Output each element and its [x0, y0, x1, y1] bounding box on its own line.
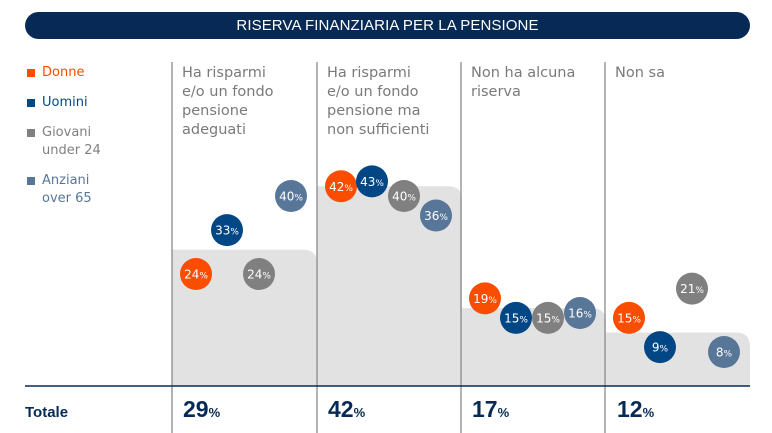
data-label-unit: % — [632, 315, 641, 325]
legend-label-anziani: Anziani over 65 — [42, 173, 92, 206]
legend-label-giovani: Giovani under 24 — [42, 125, 101, 158]
data-point — [211, 214, 243, 247]
total-unit: % — [208, 405, 221, 420]
data-label: 21% — [680, 282, 704, 296]
legend-swatch-anziani — [27, 177, 35, 185]
data-label-unit: % — [519, 315, 528, 325]
data-label-value: 43 — [360, 175, 375, 189]
chart-title: RISERVA FINANZIARIA PER LA PENSIONE — [25, 12, 750, 39]
total-unit: % — [642, 405, 655, 420]
data-label-value: 40 — [279, 190, 294, 204]
legend-item-uomini: Uomini — [27, 94, 157, 112]
data-label: 15% — [617, 311, 641, 325]
data-label-value: 40 — [392, 190, 407, 204]
data-label-value: 21 — [680, 282, 695, 296]
data-point — [356, 165, 388, 198]
data-label-unit: % — [230, 228, 239, 238]
data-label: 42% — [329, 180, 353, 194]
legend-item-giovani: Giovani under 24 — [27, 124, 157, 160]
data-label-unit: % — [439, 213, 448, 223]
data-point — [676, 272, 708, 305]
data-label: 43% — [360, 175, 384, 189]
data-label: 15% — [504, 311, 528, 325]
data-label-unit: % — [488, 296, 497, 306]
legend-swatch-giovani — [27, 129, 35, 137]
data-label-unit: % — [199, 272, 208, 282]
data-label-value: 15 — [617, 311, 632, 325]
data-label: 16% — [568, 307, 592, 321]
data-label-value: 24 — [247, 268, 262, 282]
data-label-value: 8 — [716, 346, 724, 360]
data-point — [388, 180, 420, 212]
category-label-nessuna-riserva: Non ha alcuna riserva — [471, 65, 576, 100]
data-label-unit: % — [407, 194, 416, 204]
data-label-value: 15 — [536, 311, 551, 325]
data-label-unit: % — [551, 315, 560, 325]
data-label-unit: % — [724, 350, 733, 360]
data-label: 8% — [716, 346, 733, 360]
total-unit: % — [353, 405, 366, 420]
legend: Donne Uomini Giovani under 24 Anziani ov… — [27, 64, 157, 220]
data-point — [243, 258, 275, 290]
data-label-value: 19 — [473, 292, 488, 306]
data-label: 24% — [184, 268, 208, 282]
data-label: 36% — [424, 209, 448, 223]
data-label-unit: % — [695, 286, 704, 296]
total-number: 12 — [617, 396, 643, 422]
totale-label: Totale — [25, 404, 69, 421]
data-label-unit: % — [375, 179, 384, 189]
data-point — [469, 282, 501, 315]
data-point — [325, 170, 357, 203]
data-point — [275, 180, 307, 212]
total-unit: % — [497, 405, 510, 420]
data-point — [420, 199, 452, 232]
legend-swatch-donne — [27, 69, 35, 77]
data-label-value: 16 — [568, 307, 583, 321]
data-label-value: 9 — [652, 341, 660, 355]
total-value-non-sa: 12% — [617, 396, 654, 423]
total-bar — [461, 308, 606, 386]
data-label-unit: % — [344, 184, 353, 194]
total-number: 29 — [183, 396, 209, 422]
legend-label-uomini: Uomini — [42, 95, 88, 110]
data-label: 15% — [536, 311, 560, 325]
total-number: 42 — [328, 396, 354, 422]
data-label-unit: % — [262, 272, 271, 282]
data-label-value: 15 — [504, 311, 519, 325]
total-bar — [317, 186, 462, 386]
data-label-unit: % — [294, 194, 303, 204]
legend-item-anziani: Anziani over 65 — [27, 172, 157, 208]
total-value-nessuna-riserva: 17% — [472, 396, 509, 423]
data-label: 33% — [215, 224, 239, 238]
data-point — [613, 301, 645, 334]
data-label-value: 42 — [329, 180, 344, 194]
data-point — [708, 336, 740, 368]
data-point — [644, 331, 676, 364]
category-label-non-sa: Non sa — [615, 65, 665, 81]
data-point — [500, 301, 532, 334]
data-point — [532, 301, 564, 334]
legend-label-donne: Donne — [42, 65, 85, 80]
data-label-value: 36 — [424, 209, 439, 223]
data-label-value: 33 — [215, 224, 230, 238]
data-label: 40% — [279, 190, 303, 204]
data-point — [180, 258, 212, 290]
data-label-unit: % — [660, 345, 669, 355]
total-value-adeguati: 29% — [183, 396, 220, 423]
category-label-non-sufficienti: Ha risparmi e/o un fondo pensione ma non… — [327, 65, 430, 138]
data-label-unit: % — [583, 311, 592, 321]
data-label: 40% — [392, 190, 416, 204]
total-value-non-sufficienti: 42% — [328, 396, 365, 423]
category-label-adeguati: Ha risparmi e/o un fondo pensione adegua… — [182, 65, 274, 138]
data-point — [564, 297, 596, 329]
data-label-value: 24 — [184, 268, 199, 282]
total-number: 17 — [472, 396, 498, 422]
data-label: 19% — [473, 292, 497, 306]
data-label: 9% — [652, 341, 669, 355]
legend-item-donne: Donne — [27, 64, 157, 82]
data-label: 24% — [247, 268, 271, 282]
legend-swatch-uomini — [27, 99, 35, 107]
